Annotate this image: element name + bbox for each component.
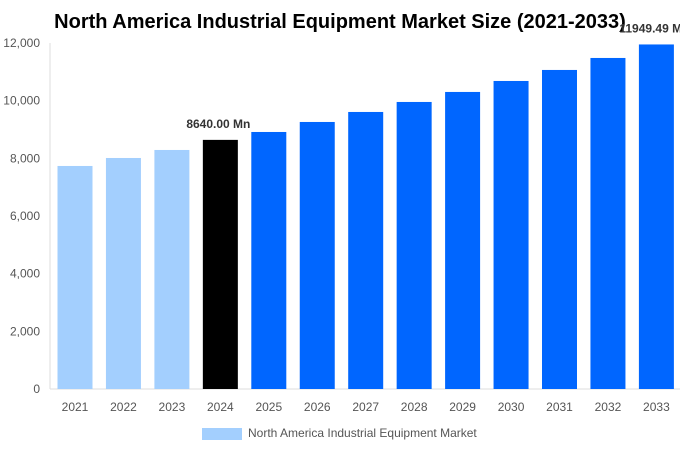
y-tick-label: 2,000 bbox=[10, 324, 40, 338]
chart-title: North America Industrial Equipment Marke… bbox=[54, 11, 626, 33]
y-tick-label: 8,000 bbox=[10, 151, 40, 165]
x-tick-label: 2028 bbox=[401, 400, 428, 414]
bar-2031[interactable] bbox=[542, 69, 577, 389]
bar-2021[interactable] bbox=[57, 165, 93, 389]
bar-2027[interactable] bbox=[348, 111, 384, 389]
x-tick-label: 2033 bbox=[643, 400, 670, 414]
bar-2030[interactable] bbox=[493, 80, 529, 389]
data-label: 8640.00 Mn bbox=[186, 117, 250, 131]
bar-2025[interactable] bbox=[251, 131, 287, 389]
y-tick-label: 0 bbox=[33, 382, 40, 396]
x-tick-label: 2021 bbox=[62, 400, 89, 414]
data-label: 11949.49 Mn bbox=[619, 21, 680, 35]
bar-2024[interactable] bbox=[202, 139, 238, 389]
bar-2022[interactable] bbox=[105, 157, 141, 389]
x-tick-label: 2024 bbox=[207, 400, 234, 414]
bar-2033[interactable] bbox=[638, 44, 674, 390]
y-tick-label: 12,000 bbox=[3, 36, 40, 50]
x-tick-label: 2026 bbox=[304, 400, 331, 414]
bar-2029[interactable] bbox=[445, 91, 481, 390]
x-tick-label: 2032 bbox=[595, 400, 622, 414]
bar-2023[interactable] bbox=[154, 149, 190, 389]
x-tick-label: 2022 bbox=[110, 400, 137, 414]
x-tick-label: 2027 bbox=[352, 400, 379, 414]
x-tick-label: 2025 bbox=[255, 400, 282, 414]
bar-2028[interactable] bbox=[396, 101, 432, 389]
x-tick-label: 2029 bbox=[449, 400, 476, 414]
legend-label[interactable]: North America Industrial Equipment Marke… bbox=[248, 426, 477, 440]
bar-2032[interactable] bbox=[590, 57, 626, 389]
y-tick-label: 6,000 bbox=[10, 209, 40, 223]
y-tick-label: 10,000 bbox=[3, 94, 40, 108]
y-tick-label: 4,000 bbox=[10, 267, 40, 281]
x-tick-label: 2023 bbox=[159, 400, 186, 414]
x-tick-label: 2030 bbox=[498, 400, 525, 414]
legend-swatch[interactable] bbox=[202, 428, 242, 440]
bar-2026[interactable] bbox=[299, 121, 335, 390]
x-tick-label: 2031 bbox=[546, 400, 573, 414]
